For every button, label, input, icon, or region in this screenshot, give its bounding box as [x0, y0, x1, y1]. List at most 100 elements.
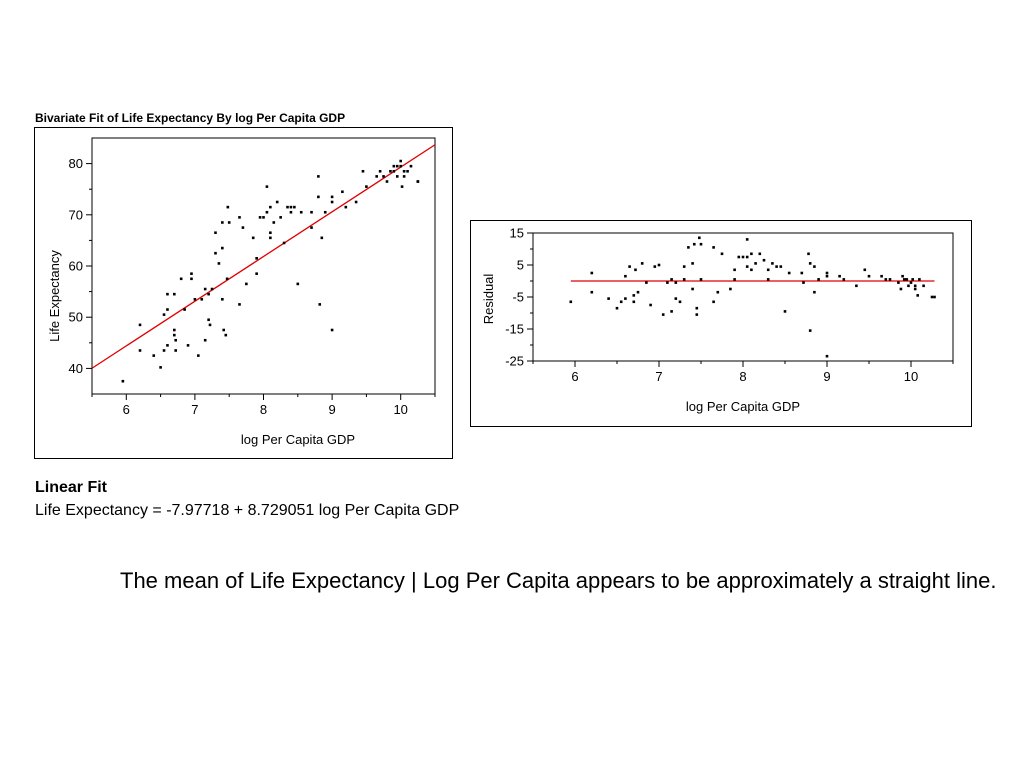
data-point: [813, 265, 816, 268]
data-point: [695, 306, 699, 310]
x-tick-label: 9: [328, 402, 335, 417]
data-point: [399, 159, 402, 163]
data-point: [692, 242, 696, 246]
x-tick-label: 10: [393, 402, 407, 417]
data-point: [241, 226, 245, 229]
data-point: [733, 268, 736, 272]
data-point: [138, 323, 142, 327]
data-point: [392, 169, 396, 173]
data-point: [361, 169, 365, 173]
data-point: [330, 328, 334, 332]
data-point: [716, 290, 720, 294]
data-point: [378, 169, 382, 173]
data-point: [758, 252, 762, 256]
data-point: [901, 274, 904, 278]
data-point: [330, 200, 334, 204]
data-point: [766, 278, 770, 281]
data-point: [166, 344, 169, 347]
data-point: [930, 295, 934, 299]
data-point: [911, 278, 914, 281]
data-point: [741, 255, 745, 259]
data-point: [190, 272, 193, 275]
data-point: [221, 221, 224, 224]
data-point: [670, 310, 673, 313]
data-point: [317, 175, 320, 178]
data-point: [624, 274, 627, 278]
data-point: [817, 278, 820, 281]
data-point: [224, 333, 228, 337]
data-point: [787, 271, 791, 275]
data-point: [905, 278, 909, 281]
data-point: [590, 271, 594, 275]
data-point: [310, 226, 313, 229]
data-point: [775, 265, 778, 268]
data-point: [779, 265, 783, 268]
data-point: [825, 274, 829, 278]
data-point: [214, 231, 217, 235]
data-point: [207, 318, 210, 322]
data-point: [174, 338, 177, 342]
data-point: [733, 278, 736, 281]
data-point: [634, 268, 637, 272]
data-point: [159, 366, 162, 369]
data-point: [674, 297, 678, 300]
y-tick-label: 70: [69, 207, 83, 222]
data-point: [293, 205, 296, 209]
data-point: [221, 246, 224, 250]
data-point: [695, 313, 699, 316]
data-point: [238, 303, 241, 306]
data-point: [624, 297, 627, 300]
data-point: [251, 236, 255, 240]
data-point: [395, 164, 399, 168]
data-point: [173, 328, 176, 332]
x-axis-label: log Per Capita GDP: [241, 432, 355, 447]
y-axis-label: Residual: [481, 274, 496, 325]
data-point: [687, 246, 690, 249]
data-point: [699, 242, 703, 246]
data-point: [657, 263, 661, 267]
x-tick-label: 10: [904, 369, 918, 384]
data-point: [193, 297, 197, 301]
data-point: [310, 210, 313, 214]
data-point: [402, 169, 406, 173]
data-point: [399, 164, 402, 168]
data-point: [174, 349, 177, 352]
data-point: [653, 265, 657, 268]
y-tick-label: 40: [69, 361, 83, 376]
data-point: [203, 338, 207, 342]
data-point: [279, 216, 282, 219]
data-point: [729, 287, 732, 291]
data-point: [152, 354, 156, 357]
y-tick-label: -25: [505, 354, 524, 369]
data-point: [200, 297, 204, 301]
residual-panel: -25 -15 -5 5 15 6 7 8 9 10 log Per Capita GDP Res…: [470, 220, 972, 427]
data-point: [385, 180, 389, 183]
data-point: [272, 221, 276, 224]
data-point: [406, 169, 409, 173]
data-point: [745, 265, 749, 268]
y-tick-label: -5: [512, 290, 524, 305]
data-point: [691, 262, 694, 265]
data-point: [808, 329, 812, 332]
data-point: [162, 349, 166, 352]
data-point: [186, 344, 190, 347]
data-point: [918, 278, 921, 281]
data-point: [838, 274, 841, 278]
data-point: [354, 200, 358, 204]
residual-chart: -25 -15 -5 5 15 6 7 8 9 10 log Per Capita GDP Res…: [481, 226, 954, 414]
data-point: [341, 190, 344, 194]
data-point: [922, 284, 925, 288]
data-point: [183, 308, 186, 311]
data-point: [317, 195, 320, 199]
data-point: [619, 300, 623, 304]
data-point: [899, 287, 903, 291]
x-tick-label: 7: [191, 402, 198, 417]
data-point: [636, 290, 640, 294]
plot-area: [92, 144, 435, 383]
data-point: [203, 287, 207, 291]
regression-line: [92, 144, 435, 369]
data-point: [745, 238, 749, 241]
data-point: [750, 268, 753, 272]
data-point: [402, 175, 406, 178]
data-point: [318, 303, 322, 306]
